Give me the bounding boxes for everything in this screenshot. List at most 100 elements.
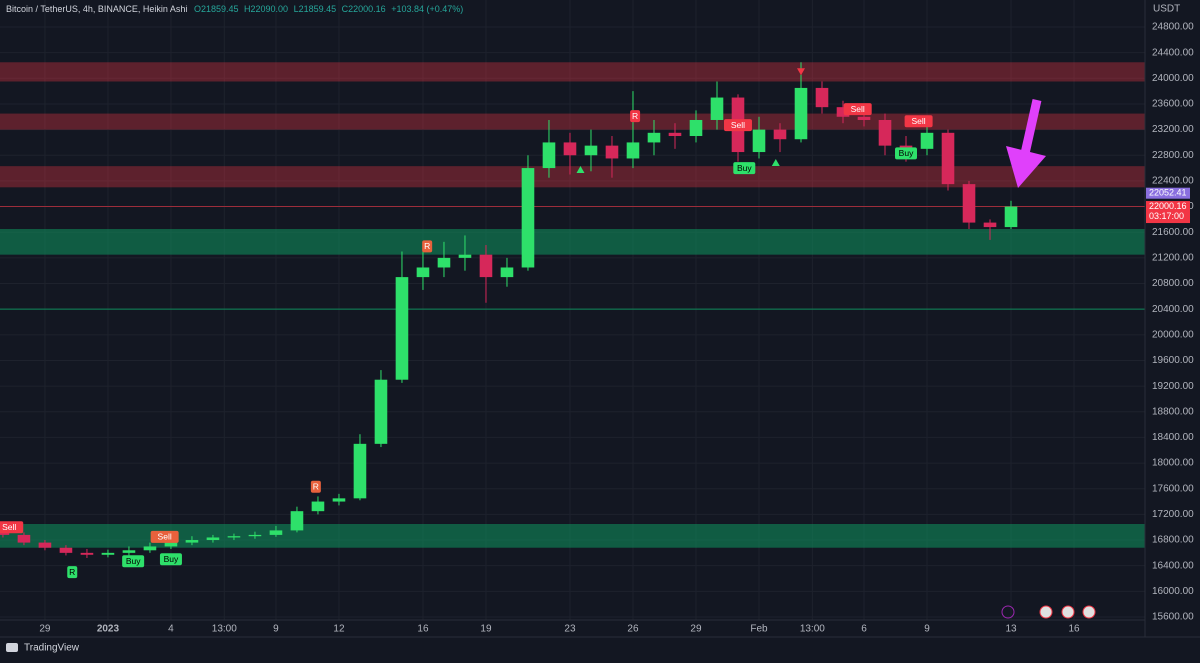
pink-arrow xyxy=(1006,99,1046,188)
x-tick-label: 26 xyxy=(627,624,639,635)
candle-body xyxy=(668,132,682,137)
grid xyxy=(0,0,1145,620)
candle-body xyxy=(416,267,430,278)
signal-label: Buy xyxy=(899,148,914,158)
x-tick-label: 13:00 xyxy=(800,624,825,635)
brand-logo[interactable] xyxy=(6,643,18,652)
candle-body xyxy=(773,129,787,140)
candle-body xyxy=(38,542,52,548)
candle-body xyxy=(101,552,115,555)
candle-body xyxy=(122,550,136,553)
candle-body xyxy=(752,129,766,153)
y-tick-label: 22400.00 xyxy=(1152,176,1194,187)
zone xyxy=(0,166,1145,188)
candle-body xyxy=(164,542,178,547)
y-tick-label: 16400.00 xyxy=(1152,560,1194,571)
event-icon[interactable] xyxy=(1061,605,1075,619)
candle-body xyxy=(899,145,913,149)
signal-label: Buy xyxy=(126,556,141,566)
candle-body xyxy=(290,511,304,531)
candle-body xyxy=(626,142,640,159)
x-tick-label: 29 xyxy=(39,624,51,635)
y-tick-label: 23600.00 xyxy=(1152,99,1194,110)
candle-body xyxy=(647,132,661,143)
x-tick-label: 9 xyxy=(924,624,930,635)
y-tick-label: 18000.00 xyxy=(1152,458,1194,469)
signal-label-bg xyxy=(0,521,24,534)
y-tick-label: 23200.00 xyxy=(1152,124,1194,135)
candle-body xyxy=(857,116,871,120)
y-tick-label: 24400.00 xyxy=(1152,47,1194,58)
signal-label-bg xyxy=(159,553,182,566)
price-timer: 03:17:00 xyxy=(1149,211,1184,221)
candle-body xyxy=(374,379,388,444)
candle-body xyxy=(311,501,325,512)
y-tick-label: 20800.00 xyxy=(1152,278,1194,289)
candle-body xyxy=(248,534,262,537)
signal-label-bg xyxy=(310,480,321,493)
y-tick-label: 24800.00 xyxy=(1152,22,1194,33)
signal-label: Sell xyxy=(912,116,926,126)
event-icon[interactable] xyxy=(1001,605,1015,619)
candle-body xyxy=(395,277,409,380)
event-icon[interactable] xyxy=(1082,605,1096,619)
signal-label-bg xyxy=(150,530,179,543)
x-tick-label: 23 xyxy=(564,624,576,635)
candle-body xyxy=(689,119,703,137)
x-tick-label: 13:00 xyxy=(212,624,237,635)
price-tag: 22052.41 xyxy=(1149,188,1187,198)
candle-body xyxy=(794,87,808,140)
candle-body xyxy=(542,142,556,169)
signal-label-bg xyxy=(67,566,78,579)
y-tick-label: 20400.00 xyxy=(1152,304,1194,315)
x-tick-label: 29 xyxy=(690,624,702,635)
signal-label: Sell xyxy=(851,104,865,114)
candle-body xyxy=(920,132,934,149)
x-tick-label: 16 xyxy=(417,624,429,635)
candle-body xyxy=(332,498,346,502)
symbol-title: Bitcoin / TetherUS, 4h, BINANCE, Heikin … xyxy=(6,4,187,14)
y-tick-label: 19600.00 xyxy=(1152,355,1194,366)
unit-label: USDT xyxy=(1153,4,1180,15)
candle-body xyxy=(269,530,283,535)
candle-body xyxy=(836,107,850,117)
signal-label-bg xyxy=(723,119,752,132)
brand[interactable]: TradingView xyxy=(24,643,80,654)
x-tick-label: 19 xyxy=(480,624,492,635)
signal-triangle xyxy=(576,166,585,174)
candle-body xyxy=(584,145,598,156)
ohlc-low: L21859.45 xyxy=(294,4,337,14)
price-tag-bg xyxy=(1146,187,1190,199)
signal-label: R xyxy=(424,241,430,251)
x-tick-label: 2023 xyxy=(97,624,120,635)
signal-label-bg xyxy=(122,555,145,568)
x-tick-label: 12 xyxy=(333,624,345,635)
ohlc-open: O21859.45 xyxy=(194,4,239,14)
y-tick-label: 21600.00 xyxy=(1152,227,1194,238)
y-tick-label: 19200.00 xyxy=(1152,381,1194,392)
candle-body xyxy=(227,536,241,538)
candle-body xyxy=(521,168,535,268)
x-tick-label: 16 xyxy=(1068,624,1080,635)
candle-body xyxy=(185,540,199,543)
signal-label: Sell xyxy=(2,522,16,532)
candle-body xyxy=(878,119,892,146)
candle-body xyxy=(59,547,73,553)
candle-body xyxy=(563,142,577,156)
y-tick-label: 15600.00 xyxy=(1152,612,1194,623)
candle-body xyxy=(815,87,829,108)
ohlc-close: C22000.16 xyxy=(342,4,386,14)
ohlc-high: H22090.00 xyxy=(244,4,288,14)
x-tick-label: 9 xyxy=(273,624,279,635)
candle-body xyxy=(353,443,367,499)
signal-label: R xyxy=(313,482,319,492)
signal-label-bg xyxy=(904,115,933,128)
signal-label-bg xyxy=(895,147,918,160)
signal-label-bg xyxy=(422,240,433,253)
event-icon[interactable] xyxy=(1039,605,1053,619)
y-tick-label: 21200.00 xyxy=(1152,253,1194,264)
y-tick-label: 16000.00 xyxy=(1152,586,1194,597)
signal-label-bg xyxy=(733,162,756,175)
candle-body xyxy=(500,267,514,278)
